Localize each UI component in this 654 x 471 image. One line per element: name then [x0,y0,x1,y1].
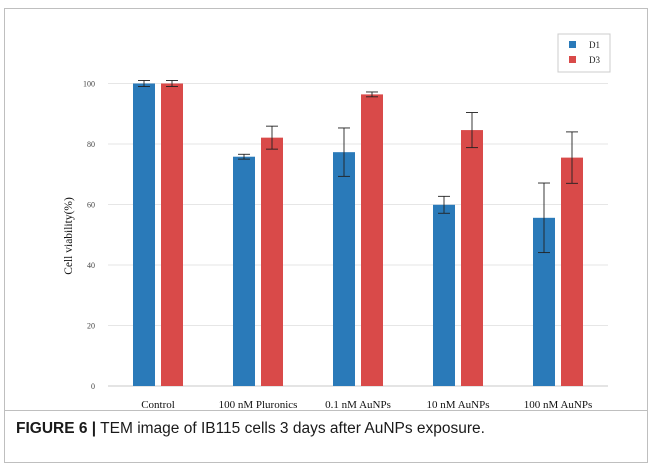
figure-frame [4,8,648,463]
legend: D1 D3 [557,33,611,73]
y-tick-label: 0 [91,382,95,391]
bar-d3 [261,137,283,386]
bar-chart: 0 20 40 60 80 100 Control 100 nM Pluronics 0.1 … [63,33,611,410]
y-tick-label: 60 [87,201,95,210]
x-category-label: 10 nM AuNPs [427,399,490,410]
y-tick-label: 40 [87,261,95,270]
y-tick-label: 100 [83,80,95,89]
legend-label-d3: D3 [589,55,600,65]
legend-label-d1: D1 [589,40,600,50]
legend-box [557,33,611,73]
x-category-label: 0.1 nM AuNPs [325,399,391,410]
legend-swatch-d1 [569,41,576,48]
figure-divider [4,410,648,411]
y-axis-label: Cell viability(%) [63,197,75,275]
bar-d1 [533,217,555,386]
x-category-label: 100 nM AuNPs [524,399,592,410]
y-tick-label: 80 [87,140,95,149]
bar-d3 [361,94,383,386]
y-tick-label: 20 [87,322,95,331]
bar-d3 [561,157,583,386]
legend-swatch-d3 [569,56,576,63]
x-category-label: 100 nM Pluronics [219,399,298,410]
grid-lines [108,83,608,387]
bars [133,83,583,386]
bar-d1 [133,83,155,386]
y-tick-labels: 0 20 40 60 80 100 [83,80,95,392]
bar-d3 [161,83,183,386]
x-category-labels: Control 100 nM Pluronics 0.1 nM AuNPs 10 nM… [141,399,592,410]
caption-label: FIGURE 6 | [16,420,97,437]
x-category-label: Control [141,399,175,410]
error-bars [138,80,578,254]
bar-d1 [333,152,355,386]
caption-text: TEM image of IB115 cells 3 days after Au… [96,420,485,437]
bar-d3 [461,130,483,386]
bar-d1 [433,204,455,386]
bar-d1 [233,156,255,386]
figure-caption: FIGURE 6 | TEM image of IB115 cells 3 da… [16,420,646,438]
